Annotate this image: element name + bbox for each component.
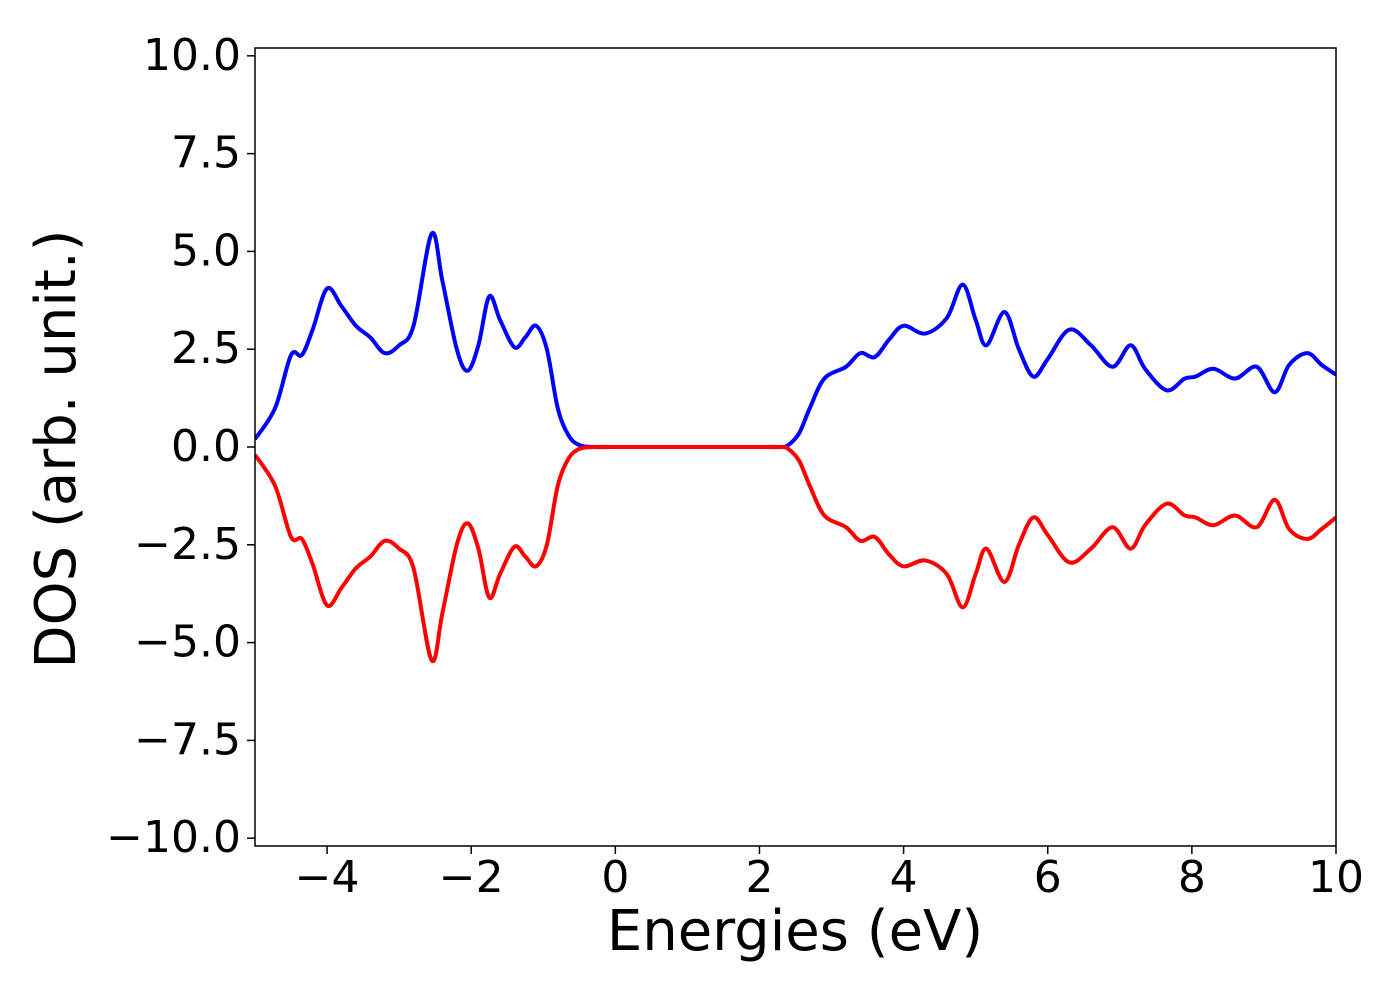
x-axis-label: Energies (eV) [607,899,983,964]
line-series [255,230,1336,450]
x-tick-label: 8 [1178,852,1206,903]
y-tick-label: −10.0 [106,812,241,863]
y-tick-label: 7.5 [171,128,241,179]
x-tick-label: −4 [295,852,360,903]
y-tick-label: −7.5 [134,714,241,765]
x-tick-label: −2 [439,852,504,903]
x-tick-label: 10 [1308,852,1364,903]
y-tick-label: 10.0 [143,30,241,81]
line-series [255,444,1336,664]
y-axis-label: DOS (arb. unit.) [24,229,89,668]
y-tick-label: 5.0 [171,225,241,276]
y-tick-label: 2.5 [171,323,241,374]
x-tick-label: 4 [890,852,918,903]
plot-frame [254,47,1337,847]
x-tick-label: 6 [1034,852,1062,903]
y-tick-label: 0.0 [171,421,241,472]
y-tick-label: −2.5 [134,519,241,570]
x-tick-label: 2 [745,852,773,903]
x-tick-label: 0 [601,852,629,903]
y-tick-label: −5.0 [134,617,241,668]
